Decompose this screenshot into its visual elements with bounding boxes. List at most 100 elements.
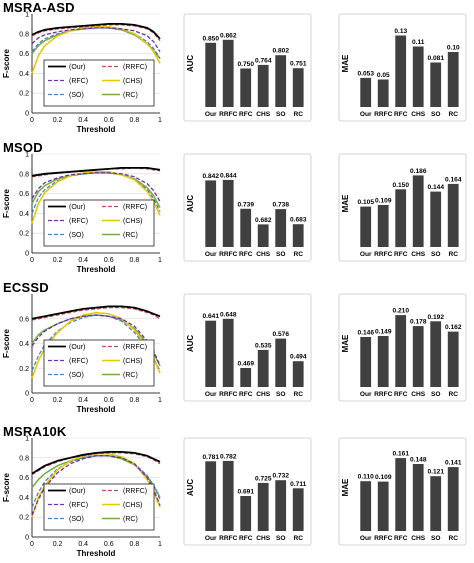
y-axis-label: F-score [2, 49, 11, 78]
bar [292, 361, 304, 387]
x-axis-label: Threshold [77, 265, 116, 274]
series-line [31, 22, 161, 40]
bar [377, 205, 389, 247]
y-axis-label: MAE [341, 54, 350, 72]
bar [447, 183, 459, 247]
y-tick-label: 0.2 [19, 231, 29, 238]
data-label: 0.850 [202, 35, 219, 42]
category-label: RC [448, 251, 458, 258]
category-label: SO [431, 251, 441, 258]
bar [292, 224, 304, 247]
y-tick-label: 0 [25, 111, 29, 118]
x-tick-label: 0.6 [104, 541, 114, 548]
data-label: 0.862 [220, 32, 237, 39]
data-label: 0.11 [412, 39, 425, 46]
data-label: 0.764 [255, 57, 272, 64]
data-label: 0.576 [272, 331, 289, 338]
dataset-title: ECSSD [3, 280, 49, 295]
legend-label: (RC) [123, 372, 138, 379]
x-tick-label: 1 [158, 257, 162, 264]
bar [430, 321, 442, 387]
data-label: 0.10 [447, 45, 460, 52]
x-tick-label: 0.8 [130, 117, 140, 124]
bar [447, 467, 459, 531]
data-label: 0.711 [290, 481, 306, 488]
bar [430, 62, 442, 107]
bar [222, 318, 234, 387]
category-label: RRFC [374, 391, 393, 398]
bar [412, 326, 424, 387]
y-tick-label: 1 [25, 12, 29, 19]
category-label: CHS [411, 251, 426, 258]
category-label: RRFC [219, 391, 238, 398]
category-label: RRFC [219, 111, 238, 118]
y-tick-label: 0 [25, 391, 29, 398]
legend-label: (RFC) [69, 218, 88, 225]
x-tick-label: 0 [30, 117, 34, 124]
bar [292, 488, 304, 531]
legend-box [43, 339, 155, 387]
dataset-title: MSRA10K [3, 424, 67, 439]
category-label: RFC [394, 535, 408, 542]
bar [395, 35, 407, 107]
y-axis-label: F-score [2, 189, 11, 218]
data-label: 0.148 [410, 456, 427, 463]
legend-label: (Our) [69, 204, 85, 211]
bar [240, 368, 252, 387]
category-label: Our [205, 535, 217, 542]
series-line [31, 305, 161, 320]
y-axis-label: MAE [341, 194, 350, 212]
series-line [31, 172, 161, 214]
bar [360, 481, 372, 531]
y-axis-label: AUC [186, 335, 195, 353]
category-label: CHS [256, 251, 271, 258]
data-label: 0.732 [272, 473, 289, 480]
category-label: RFC [239, 251, 253, 258]
data-label: 0.081 [427, 55, 444, 62]
category-label: RRFC [374, 535, 393, 542]
bar [257, 64, 269, 107]
bar [240, 496, 252, 531]
x-tick-label: 0 [30, 541, 34, 548]
data-label: 0.691 [237, 488, 254, 495]
data-label: 0.164 [445, 176, 462, 183]
category-label: SO [276, 111, 286, 118]
data-label: 0.641 [202, 313, 219, 320]
y-axis-label: AUC [186, 195, 195, 213]
legend-label: (RRFC) [123, 488, 147, 495]
category-label: RRFC [374, 111, 393, 118]
y-tick-label: 1 [25, 436, 29, 443]
y-tick-label: 0.4 [19, 211, 29, 218]
legend-label: (RC) [123, 92, 138, 99]
x-tick-label: 1 [158, 117, 162, 124]
legend-label: (Our) [69, 64, 85, 71]
x-tick-label: 0.4 [78, 257, 88, 264]
legend-label: (CHS) [123, 78, 142, 85]
bar [430, 191, 442, 247]
data-label: 0.682 [255, 217, 272, 224]
bar [360, 77, 372, 107]
data-label: 0.161 [392, 451, 409, 458]
data-label: 0.053 [357, 70, 374, 77]
y-axis-label: MAE [341, 478, 350, 496]
x-tick-label: 0.2 [53, 541, 63, 548]
x-tick-label: 0.4 [78, 397, 88, 404]
bar [257, 349, 269, 387]
data-label: 0.535 [255, 342, 272, 349]
data-label: 0.738 [272, 202, 289, 209]
legend-label: (CHS) [123, 502, 142, 509]
data-label: 0.05 [377, 72, 390, 79]
x-axis-label: Threshold [77, 549, 116, 558]
data-label: 0.781 [202, 454, 219, 461]
legend-box [43, 59, 155, 107]
y-tick-label: 0.2 [19, 366, 29, 373]
category-label: RFC [394, 251, 408, 258]
legend-box [43, 199, 155, 247]
bar [275, 480, 287, 531]
category-label: RC [448, 111, 458, 118]
legend-label: (RC) [123, 516, 138, 523]
y-tick-label: 0.6 [19, 475, 29, 482]
y-axis-label: F-score [2, 473, 11, 502]
bar [292, 68, 304, 107]
